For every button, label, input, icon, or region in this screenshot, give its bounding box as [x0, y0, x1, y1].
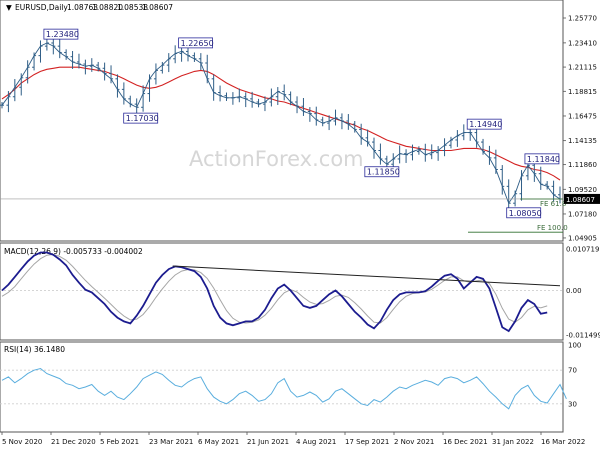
rsi-y-tick-label: 100: [568, 342, 581, 350]
x-tick-label: 4 Aug 2021: [296, 438, 336, 446]
annotation-label: 1.22650: [181, 39, 214, 48]
price-y-tick-label: 1.07180: [568, 210, 597, 218]
price-y-tick-label: 1.16475: [568, 112, 597, 120]
annotation-box: [364, 166, 400, 178]
macd-signal-line: [1, 253, 548, 324]
ohlc-close: 1.08607: [142, 3, 173, 12]
annotation-box: [43, 28, 79, 40]
price-panel-frame: [0, 0, 564, 242]
rsi-line: [1, 367, 567, 410]
annotation-label: 1.08050: [509, 209, 542, 218]
price-y-tick-label: 1.18815: [568, 88, 597, 96]
annotation-label: 1.23480: [46, 30, 79, 39]
price-line: [1, 42, 561, 205]
fe-level-label: FE 100.0: [537, 224, 568, 232]
price-y-tick-label: 1.21115: [568, 64, 597, 72]
macd-y-tick-label: -0.011499: [566, 331, 600, 339]
annotation-box: [466, 118, 502, 130]
price-y-tick-label: 1.11860: [568, 161, 597, 169]
x-tick-label: 17 Sep 2021: [345, 438, 389, 446]
ohlc-low: 1.08538: [117, 3, 148, 12]
price-y-tick-label: 1.25770: [568, 15, 597, 23]
annotation-box: [506, 207, 542, 219]
macd-line: [1, 251, 548, 333]
ohlc-open: 1.08763: [67, 3, 98, 12]
macd-y-tick-label: 0.010719: [566, 245, 599, 253]
moving-average-line: [1, 66, 561, 181]
current-price-flag: [564, 193, 600, 204]
ohlc-high: 1.08820: [92, 3, 123, 12]
x-tick-label: 21 Dec 2020: [51, 438, 96, 446]
annotation-box: [178, 37, 213, 49]
x-tick-label: 31 Jan 2022: [492, 438, 534, 446]
x-tick-label: 16 Dec 2021: [443, 438, 488, 446]
annotation-label: 1.11850: [367, 168, 400, 177]
x-tick-label: 21 Jun 2021: [247, 438, 289, 446]
rsi-panel-frame: [0, 341, 564, 433]
rsi-y-tick-label: 70: [568, 367, 577, 375]
macd-title: MACD(12,26,9) -0.005733 -0.004002: [4, 247, 143, 256]
x-tick-label: 5 Feb 2021: [100, 438, 139, 446]
price-y-tick-label: 1.04905: [568, 234, 597, 242]
rsi-title: RSI(14) 36.1480: [4, 345, 65, 354]
x-tick-label: 23 Mar 2021: [149, 438, 193, 446]
macd-series-group: [0, 251, 563, 333]
x-tick-label: 2 Nov 2021: [394, 438, 434, 446]
annotation-box: [524, 153, 560, 165]
axes-group: 1.25770 1.23410 1.21115 1.18815 1.16475 1.141…: [1, 15, 600, 446]
x-tick-label: 6 May 2021: [198, 438, 239, 446]
macd-y-tick-label: 0.00: [566, 287, 582, 295]
price-y-tick-label: 1.09520: [568, 186, 597, 194]
price-y-tick-label: 1.14135: [568, 137, 597, 145]
current-price-label: 1.08607: [566, 196, 595, 204]
x-tick-label: 5 Nov 2020: [2, 438, 42, 446]
price-series-group: FE 61.8 FE 100.0 1.23480 1.17030 1.22650 1.11…: [0, 28, 568, 233]
price-dropdown-icon[interactable]: ▼: [6, 3, 12, 12]
annotation-box: [123, 112, 159, 124]
macd-panel-frame: [0, 242, 564, 341]
annotation-label: 1.14940: [469, 120, 502, 129]
macd-trend-line: [172, 265, 561, 287]
annotation-label: 1.11840: [527, 155, 560, 164]
watermark: ActionForex.com: [189, 147, 364, 171]
price-title: EURUSD,Daily: [15, 3, 68, 12]
rsi-series-group: [0, 367, 567, 410]
x-tick-label: 16 Mar 2022: [541, 438, 585, 446]
rsi-y-tick-label: 30: [568, 400, 577, 408]
annotation-label: 1.17030: [126, 114, 159, 123]
fe-level-label: FE 61.8: [540, 200, 566, 208]
price-y-tick-label: 1.23410: [568, 39, 597, 47]
